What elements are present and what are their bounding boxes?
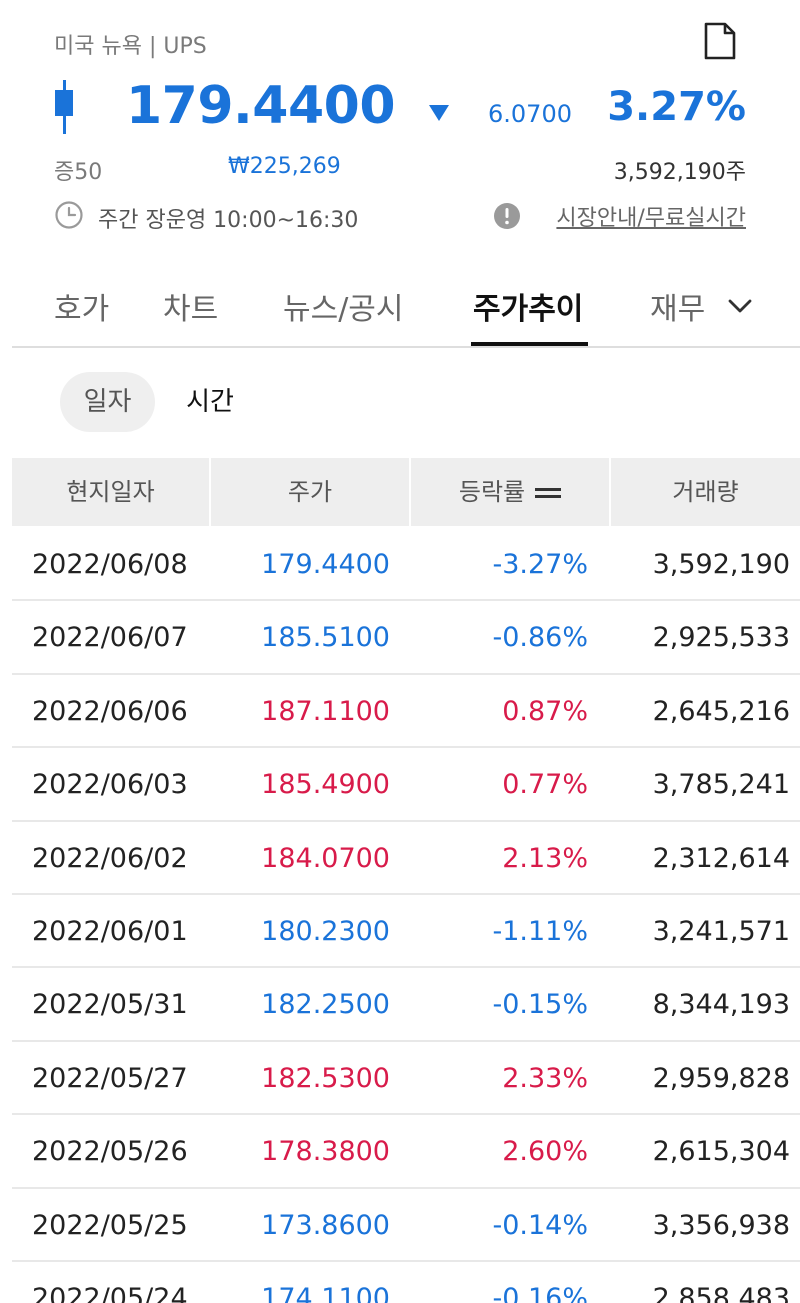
row-date: 2022/05/26 <box>32 1136 188 1168</box>
row-date: 2022/06/01 <box>32 916 188 947</box>
row-date: 2022/06/06 <box>32 695 188 727</box>
table-row[interactable]: 2022/06/06 187.1100 0.87% 2,645,216 <box>12 675 800 749</box>
row-volume: 2,959,828 <box>652 1062 790 1094</box>
row-rate: -0.14% <box>492 1209 588 1241</box>
col-date: 현지일자 <box>12 458 211 526</box>
row-date: 2022/05/27 <box>32 1062 188 1094</box>
krw-price: ₩225,269 <box>228 154 341 179</box>
tab-price-trend[interactable]: 주가추이 <box>473 292 584 327</box>
toggle-time[interactable]: 시간 <box>186 387 234 417</box>
row-volume: 2,925,533 <box>652 622 790 654</box>
tab-financials[interactable]: 재무 <box>650 292 706 327</box>
row-price: 174.1100 <box>261 1283 390 1303</box>
row-date: 2022/06/02 <box>32 842 188 874</box>
row-rate: 0.87% <box>502 695 588 727</box>
row-volume: 8,344,193 <box>652 989 790 1021</box>
current-price: 179.4400 <box>126 76 396 136</box>
active-tab-indicator <box>471 342 588 346</box>
row-date: 2022/05/25 <box>32 1209 188 1241</box>
row-volume: 3,785,241 <box>652 769 790 801</box>
row-volume: 3,356,938 <box>652 1209 790 1241</box>
row-volume: 2,615,304 <box>652 1136 790 1168</box>
row-price: 182.5300 <box>261 1062 390 1094</box>
tab-chart[interactable]: 차트 <box>163 292 219 327</box>
row-volume: 2,858,483 <box>652 1283 790 1303</box>
chevron-down-icon[interactable] <box>726 296 754 316</box>
table-row[interactable]: 2022/06/01 180.2300 -1.11% 3,241,571 <box>12 895 800 969</box>
candlestick-icon <box>55 80 73 134</box>
table-header: 현지일자 주가 등락률 거래량 <box>12 458 800 526</box>
row-volume: 2,645,216 <box>652 695 790 727</box>
table-row[interactable]: 2022/06/03 185.4900 0.77% 3,785,241 <box>12 748 800 822</box>
row-price: 182.2500 <box>261 989 390 1021</box>
change-percent: 3.27% <box>607 84 746 130</box>
row-rate: 0.77% <box>502 769 588 801</box>
index-label: 증50 <box>54 160 103 185</box>
row-price: 180.2300 <box>261 916 390 947</box>
col-volume: 거래량 <box>672 478 739 506</box>
tab-bar: 호가 차트 뉴스/공시 주가추이 재무 <box>12 262 800 348</box>
row-price: 187.1100 <box>261 695 390 727</box>
row-rate: -1.11% <box>492 916 588 947</box>
market-label: 미국 뉴욕 | UPS <box>54 34 207 59</box>
row-price: 179.4400 <box>261 549 390 580</box>
table-row[interactable]: 2022/05/24 174.1100 -0.16% 2,858,483 <box>12 1262 800 1303</box>
col-price: 주가 <box>211 458 411 526</box>
stock-header: 미국 뉴욕 | UPS 179.4400 6.0700 3.27% 증50 ₩2… <box>0 0 800 250</box>
table-row[interactable]: 2022/06/02 184.0700 2.13% 2,312,614 <box>12 822 800 895</box>
table-row[interactable]: 2022/06/08 179.4400 -3.27% 3,592,190 <box>12 528 800 602</box>
clock-icon <box>55 201 83 229</box>
row-price: 185.5100 <box>261 622 390 654</box>
col-rate: 등락률 <box>458 478 526 506</box>
row-date: 2022/06/08 <box>32 549 188 580</box>
document-icon[interactable] <box>703 22 737 60</box>
trade-volume: 3,592,190주 <box>613 160 746 185</box>
row-volume: 2,312,614 <box>652 842 790 874</box>
table-row[interactable]: 2022/05/31 182.2500 -0.15% 8,344,193 <box>12 968 800 1042</box>
row-rate: -3.27% <box>492 549 588 580</box>
row-rate: 2.60% <box>502 1136 588 1168</box>
col-rate-header[interactable]: 등락률 <box>411 458 611 526</box>
row-date: 2022/06/07 <box>32 622 188 654</box>
tab-news[interactable]: 뉴스/공시 <box>283 292 404 327</box>
tab-orderbook[interactable]: 호가 <box>54 292 110 327</box>
row-price: 173.8600 <box>261 1209 390 1241</box>
row-date: 2022/05/31 <box>32 989 188 1021</box>
price-change: 6.0700 <box>488 100 572 128</box>
table-row[interactable]: 2022/05/26 178.3800 2.60% 2,615,304 <box>12 1115 800 1189</box>
row-date: 2022/06/03 <box>32 769 188 801</box>
sort-icon[interactable] <box>535 486 562 500</box>
row-volume: 3,241,571 <box>652 916 790 947</box>
trading-hours: 주간 장운영 10:00~16:30 <box>98 208 359 233</box>
row-volume: 3,592,190 <box>652 549 790 580</box>
row-price: 184.0700 <box>261 842 390 874</box>
row-rate: 2.13% <box>502 842 588 874</box>
table-row[interactable]: 2022/05/25 173.8600 -0.14% 3,356,938 <box>12 1189 800 1262</box>
row-price: 178.3800 <box>261 1136 390 1168</box>
row-date: 2022/05/24 <box>32 1283 188 1303</box>
toggle-daily[interactable]: 일자 <box>60 372 155 432</box>
table-row[interactable]: 2022/06/07 185.5100 -0.86% 2,925,533 <box>12 601 800 675</box>
row-rate: 2.33% <box>502 1062 588 1094</box>
market-guide-link[interactable]: 시장안내/무료실시간 <box>556 206 746 231</box>
info-icon <box>494 203 520 229</box>
table-row[interactable]: 2022/05/27 182.5300 2.33% 2,959,828 <box>12 1042 800 1116</box>
row-rate: -0.16% <box>492 1283 588 1303</box>
row-rate: -0.15% <box>492 989 588 1021</box>
down-triangle-icon <box>429 105 449 121</box>
row-price: 185.4900 <box>261 769 390 801</box>
row-rate: -0.86% <box>492 622 588 654</box>
